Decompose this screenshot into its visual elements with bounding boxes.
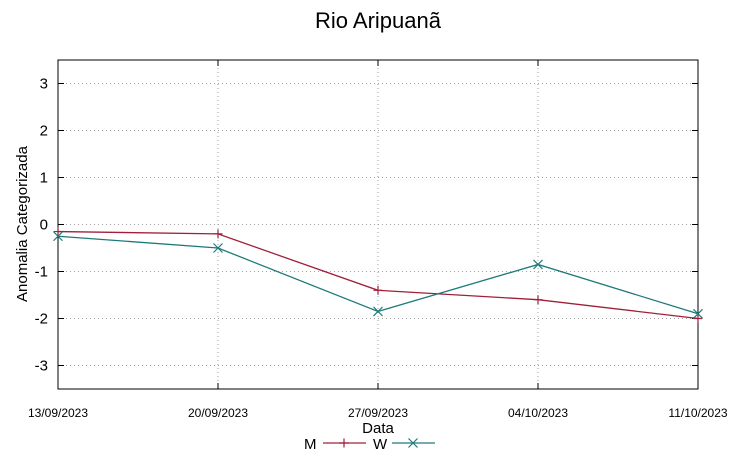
x-axis-label: Data — [362, 420, 394, 437]
y-tick-label: 1 — [40, 170, 48, 187]
data-point-M — [373, 285, 383, 295]
series-line-W — [57, 235, 699, 315]
data-point-W — [373, 306, 383, 317]
y-tick-label: 0 — [40, 217, 48, 234]
legend-marker — [408, 438, 418, 448]
data-point-W — [53, 231, 63, 242]
y-tick-label: -3 — [35, 358, 48, 375]
x-tick-label: 11/10/2023 — [668, 406, 727, 420]
data-point-M — [53, 227, 63, 237]
x-axis-ticks: 13/09/2023 20/09/2023 27/09/2023 04/10/2023… — [28, 60, 728, 420]
data-point-W — [213, 243, 223, 253]
series-group — [53, 227, 703, 323]
y-axis-ticks: 3 2 1 0 -1 -2 -3 — [35, 76, 698, 375]
x-tick-label: 20/09/2023 — [188, 406, 248, 420]
gridlines — [58, 60, 698, 389]
data-point-W — [533, 259, 543, 270]
x-tick-label: 13/09/2023 — [28, 406, 88, 420]
x-tick-label: 27/09/2023 — [348, 406, 408, 420]
y-tick-label: 3 — [40, 76, 48, 93]
data-point-W — [693, 308, 703, 319]
y-tick-label: -2 — [35, 311, 48, 328]
legend-label: W — [373, 436, 388, 453]
legend-marker — [339, 438, 349, 448]
data-point-M — [533, 295, 543, 305]
legend-label: M — [304, 436, 317, 453]
data-point-M — [693, 314, 703, 323]
y-axis-label: Anomalia Categorizada — [14, 145, 31, 302]
chart-title: Rio Aripuanã — [315, 8, 442, 33]
data-point-M — [213, 229, 223, 239]
x-tick-label: 04/10/2023 — [508, 406, 568, 420]
y-tick-label: -1 — [35, 264, 48, 281]
y-tick-label: 2 — [40, 123, 48, 140]
